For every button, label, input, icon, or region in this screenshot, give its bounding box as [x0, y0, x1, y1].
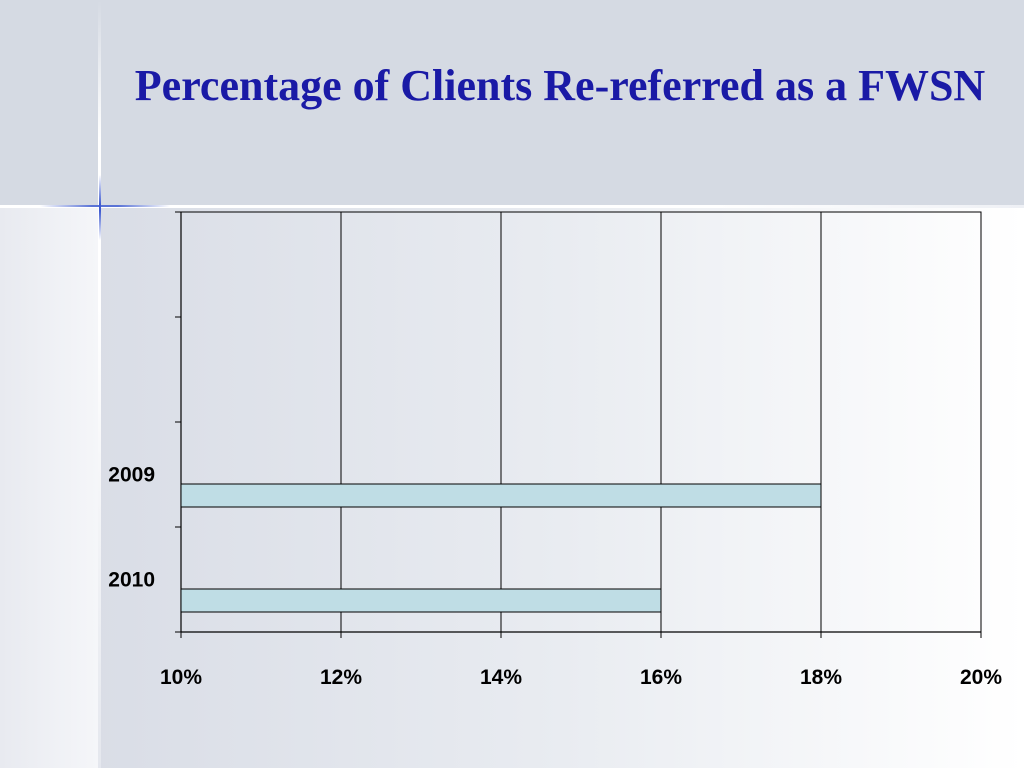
x-tick-label: 20%	[960, 666, 1002, 689]
x-tick-label: 16%	[640, 666, 682, 689]
category-label: 2009	[108, 464, 155, 487]
left-strip	[0, 207, 98, 768]
vertical-accent-line	[98, 0, 101, 768]
x-tick-label: 10%	[160, 666, 202, 689]
category-label: 2010	[108, 569, 155, 592]
x-tick-label: 14%	[480, 666, 522, 689]
bar	[180, 483, 822, 508]
cross-accent-horizontal	[40, 205, 170, 207]
title-band	[0, 0, 1024, 207]
band-divider-line	[0, 205, 1024, 208]
x-tick-label: 12%	[320, 666, 362, 689]
x-tick-label: 18%	[800, 666, 842, 689]
bar	[180, 588, 662, 613]
slide-title: Percentage of Clients Re-referred as a F…	[134, 61, 986, 110]
cross-accent-vertical	[99, 175, 101, 240]
plot-area	[180, 211, 982, 633]
